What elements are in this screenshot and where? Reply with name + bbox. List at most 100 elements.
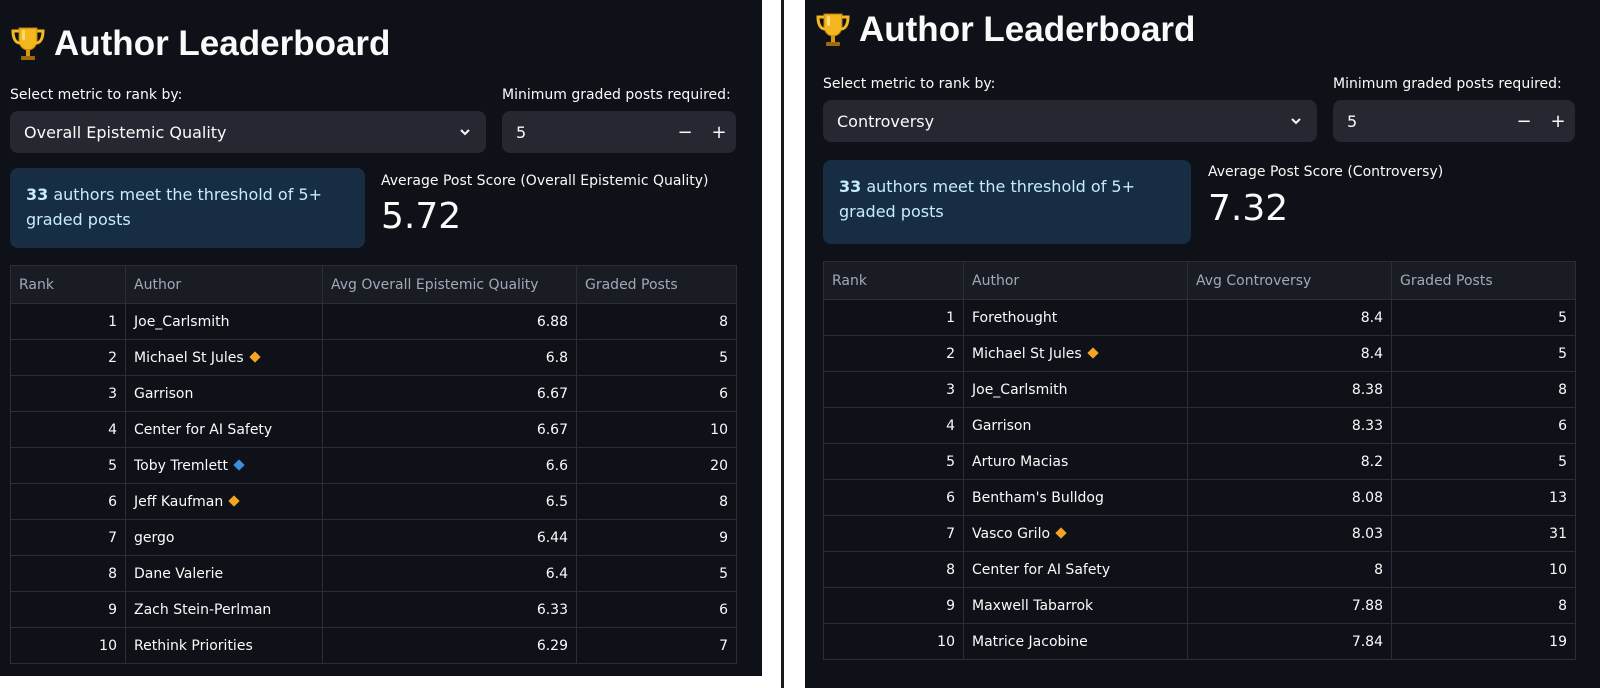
metric-select-value: Controversy — [837, 111, 935, 131]
posts-cell: 20 — [576, 447, 737, 484]
posts-cell-text: 6 — [1558, 417, 1567, 434]
metric-select[interactable]: Overall Epistemic Quality — [10, 111, 486, 153]
trophy-icon — [816, 13, 850, 46]
column-header[interactable]: Graded Posts — [576, 265, 737, 304]
score-cell-text: 8.4 — [1360, 309, 1383, 326]
table-row: 1 Joe_Carlsmith 6.88 8 — [10, 303, 737, 340]
posts-cell: 5 — [1391, 299, 1576, 336]
threshold-text: authors meet the threshold of 5+ graded … — [26, 185, 323, 229]
posts-cell: 5 — [576, 555, 737, 592]
rank-cell: 4 — [10, 411, 126, 448]
decrement-button[interactable]: − — [1516, 110, 1532, 132]
min-posts-value[interactable]: 5 — [1347, 111, 1358, 131]
rank-cell: 2 — [823, 335, 964, 372]
posts-cell-text: 31 — [1549, 525, 1567, 542]
table-row: 3 Joe_Carlsmith 8.38 8 — [823, 371, 1576, 408]
rank-cell: 8 — [10, 555, 126, 592]
table-row: 7 gergo 6.44 9 — [10, 519, 737, 556]
score-cell-text: 8.38 — [1351, 381, 1383, 398]
rank-cell: 10 — [823, 623, 964, 660]
table-row: 2 Michael St Jules 6.8 5 — [10, 339, 737, 376]
table-row: 4 Center for AI Safety 6.67 10 — [10, 411, 737, 448]
rank-cell-text: 8 — [946, 561, 955, 578]
table-row: 9 Zach Stein-Perlman 6.33 6 — [10, 591, 737, 628]
trophy-icon — [11, 27, 45, 60]
score-cell: 6.88 — [322, 303, 577, 340]
score-cell: 6.5 — [322, 483, 577, 520]
rank-cell-text: 5 — [108, 457, 117, 474]
min-posts-stepper[interactable]: 5 − + — [1333, 100, 1575, 142]
rank-cell-text: 3 — [946, 381, 955, 398]
posts-cell: 13 — [1391, 479, 1576, 516]
column-header[interactable]: Avg Overall Epistemic Quality — [322, 265, 577, 304]
author-cell-text: Dane Valerie — [134, 565, 224, 582]
author-count: 33 — [839, 177, 862, 196]
increment-button[interactable]: + — [711, 121, 727, 143]
rank-cell-text: 8 — [108, 565, 117, 582]
author-cell-text: Michael St Jules — [972, 345, 1082, 362]
page-title: Author Leaderboard — [54, 24, 391, 63]
score-cell: 6.29 — [322, 627, 577, 664]
rank-cell: 2 — [10, 339, 126, 376]
posts-cell: 7 — [576, 627, 737, 664]
posts-cell: 9 — [576, 519, 737, 556]
score-cell: 8.2 — [1187, 443, 1392, 480]
author-cell: Michael St Jules — [125, 339, 323, 376]
rank-cell-text: 10 — [937, 633, 955, 650]
panel-divider — [781, 0, 784, 688]
rank-cell: 1 — [823, 299, 964, 336]
rank-cell-text: 4 — [946, 417, 955, 434]
author-cell-text: Michael St Jules — [134, 349, 244, 366]
score-cell-text: 6.33 — [536, 601, 568, 618]
score-cell: 6.6 — [322, 447, 577, 484]
rank-cell: 7 — [10, 519, 126, 556]
column-header[interactable]: Graded Posts — [1391, 261, 1576, 300]
score-cell: 6.4 — [322, 555, 577, 592]
leaderboard-table: Rank Author Avg Overall Epistemic Quality G… — [10, 265, 737, 664]
rank-cell: 6 — [10, 483, 126, 520]
column-header[interactable]: Author — [125, 265, 323, 304]
score-cell: 6.8 — [322, 339, 577, 376]
rank-cell-text: 5 — [946, 453, 955, 470]
page-header: Author Leaderboard — [815, 10, 1195, 50]
column-header[interactable]: Rank — [823, 261, 964, 300]
min-posts-stepper[interactable]: 5 − + — [502, 111, 736, 153]
posts-cell-text: 8 — [1558, 381, 1567, 398]
author-cell: gergo — [125, 519, 323, 556]
table-row: 10 Matrice Jacobine 7.84 19 — [823, 623, 1576, 660]
column-header[interactable]: Author — [963, 261, 1188, 300]
page-title: Author Leaderboard — [859, 10, 1196, 49]
min-posts-value[interactable]: 5 — [516, 122, 527, 142]
metric-select-value: Overall Epistemic Quality — [24, 122, 227, 142]
table-row: 10 Rethink Priorities 6.29 7 — [10, 627, 737, 664]
metric-select[interactable]: Controversy — [823, 100, 1317, 142]
author-cell-text: Rethink Priorities — [134, 637, 253, 654]
posts-cell-text: 8 — [719, 313, 728, 330]
column-header[interactable]: Rank — [10, 265, 126, 304]
column-header[interactable]: Avg Controversy — [1187, 261, 1392, 300]
score-cell: 6.33 — [322, 591, 577, 628]
author-cell-text: Joe_Carlsmith — [134, 313, 230, 330]
table-row: 1 Forethought 8.4 5 — [823, 299, 1576, 336]
posts-cell-text: 8 — [1558, 597, 1567, 614]
average-score-value: 5.72 — [381, 196, 462, 237]
author-cell: Joe_Carlsmith — [963, 371, 1188, 408]
author-cell-text: Vasco Grilo — [972, 525, 1051, 542]
rank-cell: 5 — [10, 447, 126, 484]
author-cell-text: Jeff Kaufman — [134, 493, 224, 510]
score-cell: 6.67 — [322, 375, 577, 412]
score-cell-text: 6.88 — [536, 313, 568, 330]
rank-cell-text: 1 — [108, 313, 117, 330]
posts-cell: 6 — [576, 591, 737, 628]
posts-cell-text: 9 — [719, 529, 728, 546]
rank-cell-text: 1 — [946, 309, 955, 326]
posts-cell-text: 19 — [1549, 633, 1567, 650]
author-cell: Garrison — [125, 375, 323, 412]
decrement-button[interactable]: − — [677, 121, 693, 143]
author-cell: Jeff Kaufman — [125, 483, 323, 520]
score-cell: 6.44 — [322, 519, 577, 556]
table-row: 3 Garrison 6.67 6 — [10, 375, 737, 412]
table-row: 5 Arturo Macias 8.2 5 — [823, 443, 1576, 480]
increment-button[interactable]: + — [1550, 110, 1566, 132]
